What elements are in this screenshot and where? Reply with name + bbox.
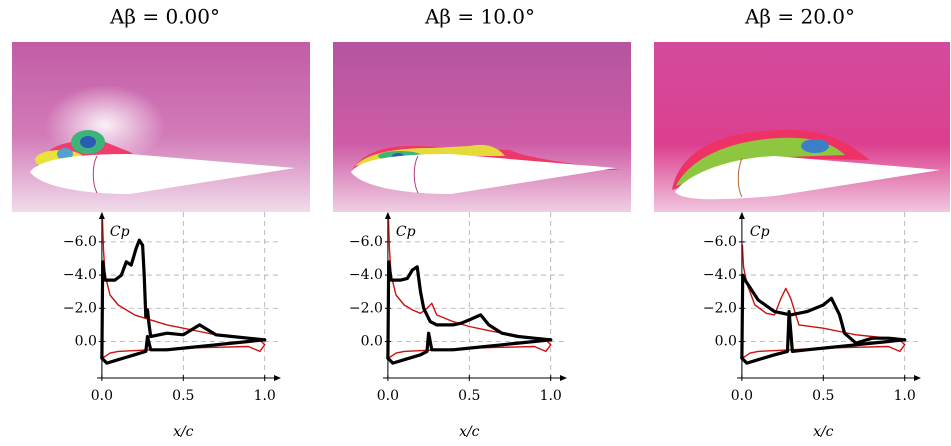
y-tick-label: 0.0 (361, 333, 383, 349)
y-tick-label: −4.0 (63, 267, 97, 283)
x-tick-label: 0.0 (731, 388, 753, 404)
x-axis-label: x/c (459, 424, 480, 440)
series-line (386, 260, 553, 360)
x-axis-label: x/c (173, 424, 194, 440)
flow-field-1 (12, 42, 310, 212)
flow-field-2 (333, 42, 631, 212)
flow-field-3 (654, 42, 950, 212)
y-axis-arrow (384, 212, 391, 219)
y-tick-label: −2.0 (63, 300, 97, 316)
y-tick-label: −6.0 (349, 234, 383, 250)
y-tick-label: −4.0 (703, 267, 737, 283)
x-tick-label: 1.0 (254, 388, 276, 404)
x-tick-label: 0.0 (377, 388, 399, 404)
y-axis-arrow (738, 212, 745, 219)
y-tick-label: −2.0 (349, 300, 383, 316)
x-axis-arrow (914, 375, 921, 381)
series-line (100, 238, 267, 360)
y-axis-label: Cp (750, 224, 770, 240)
y-axis-label: Cp (110, 224, 130, 240)
chart-title: Aβ = 20.0° (744, 5, 855, 29)
x-tick-label: 0.5 (458, 388, 480, 404)
y-tick-label: −6.0 (63, 234, 97, 250)
y-tick-label: −2.0 (703, 300, 737, 316)
x-tick-label: 0.0 (91, 388, 113, 404)
series-line (740, 273, 907, 360)
x-tick-label: 1.0 (894, 388, 916, 404)
chart-title: Aβ = 10.0° (424, 5, 535, 29)
x-tick-label: 0.5 (812, 388, 834, 404)
y-tick-label: −4.0 (349, 267, 383, 283)
y-tick-label: 0.0 (715, 333, 737, 349)
y-axis-arrow (98, 212, 105, 219)
x-axis-label: x/c (813, 424, 834, 440)
x-axis-arrow (560, 375, 567, 381)
y-tick-label: 0.0 (75, 333, 97, 349)
series-line (386, 331, 553, 365)
series-line (100, 334, 267, 365)
chart-title: Aβ = 0.00° (109, 5, 220, 29)
x-tick-label: 1.0 (540, 388, 562, 404)
x-tick-label: 0.5 (172, 388, 194, 404)
y-axis-label: Cp (396, 224, 416, 240)
y-tick-label: −6.0 (703, 234, 737, 250)
series-line (740, 310, 907, 365)
x-axis-arrow (274, 375, 281, 381)
